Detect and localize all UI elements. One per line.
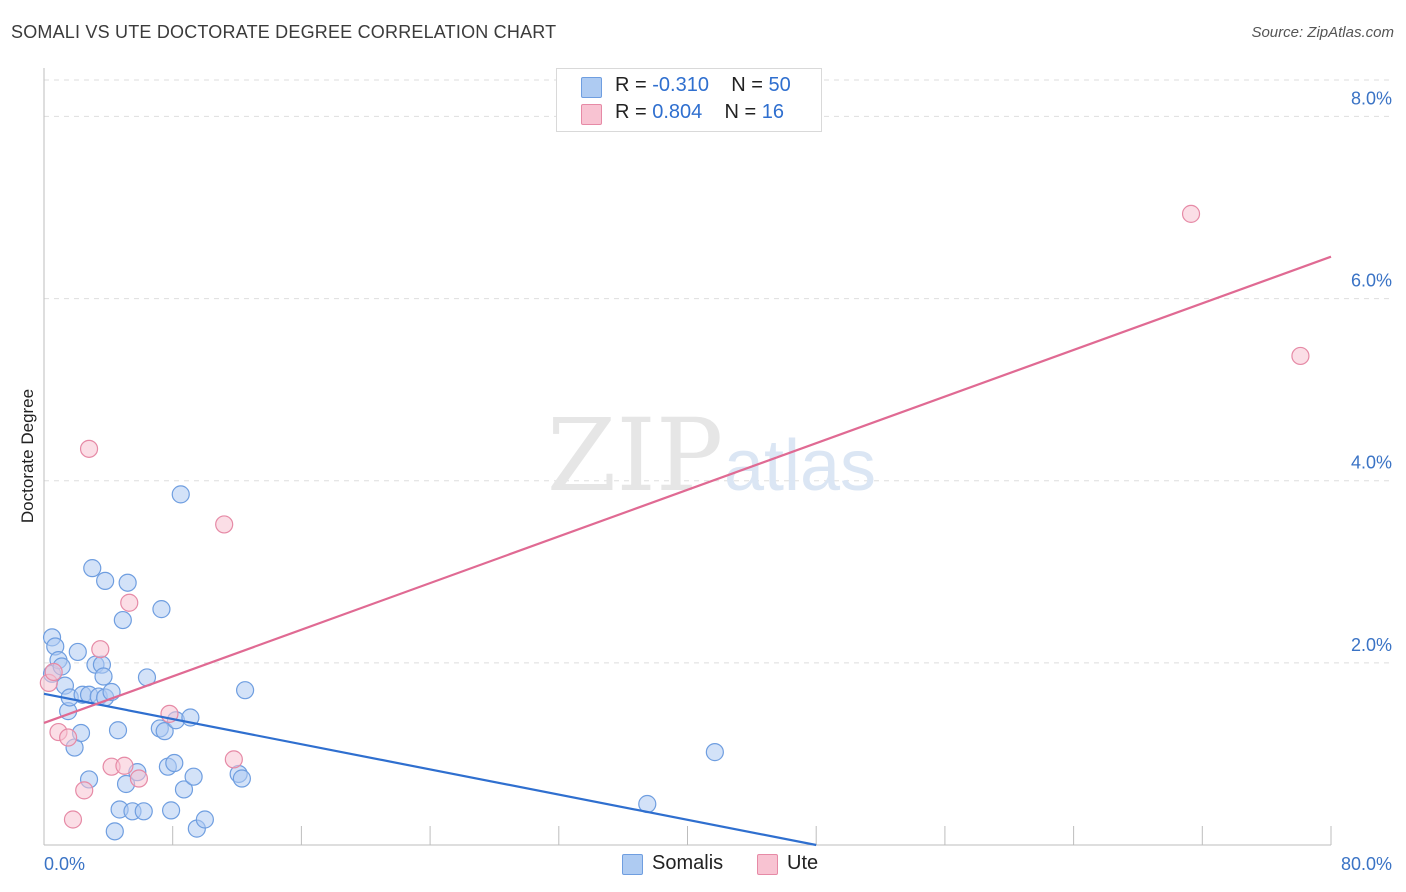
tick-labels: 2.0% 4.0% 6.0% 8.0% 0.0% 80.0% — [44, 88, 1392, 874]
axes — [43, 68, 1332, 846]
y-tick-label: 8.0% — [1351, 88, 1392, 108]
somalis-point — [171, 485, 190, 504]
legend-r-value: 0.804 — [652, 101, 703, 123]
ute-point — [44, 662, 63, 682]
legend-r-label: R = — [615, 74, 647, 96]
somalis-point — [94, 667, 113, 686]
somalis-point — [155, 722, 174, 741]
legend-r-value: -0.310 — [652, 74, 709, 96]
ute-point — [215, 515, 234, 534]
ute-point — [59, 728, 78, 747]
somalis-point — [232, 769, 251, 788]
ute-point — [63, 810, 83, 829]
x-tick-label: 0.0% — [44, 854, 85, 874]
somalis-point — [108, 721, 128, 740]
correlation-legend: R = -0.310 N = 50 R = 0.804 N = 16 — [556, 68, 822, 132]
y-tick-label: 2.0% — [1351, 635, 1392, 655]
legend-r-label: R = — [615, 101, 647, 123]
somalis-point — [161, 801, 181, 820]
ute-trend-line — [43, 255, 1332, 724]
somalis-point — [235, 681, 255, 700]
somalis-point — [152, 600, 171, 619]
y-tick-label: 4.0% — [1351, 453, 1392, 473]
ute-point — [79, 439, 99, 458]
somalis-point — [68, 642, 87, 662]
legend-swatch-somalis — [581, 77, 602, 98]
somalis-point — [96, 571, 115, 590]
ute-point — [224, 750, 243, 769]
legend-swatch-ute — [757, 854, 778, 875]
ute-point — [1181, 204, 1201, 223]
ute-point — [91, 640, 110, 659]
y-axis-label: Doctorate Degree — [18, 389, 37, 523]
watermark-atlas: atlas — [724, 426, 876, 506]
legend-n-label: N = — [731, 74, 763, 96]
ute-point — [1291, 346, 1310, 366]
legend-n-value: 16 — [761, 101, 785, 123]
ute-point — [129, 769, 149, 788]
ute-points — [39, 204, 1310, 829]
legend-label-somalis: Somalis — [652, 852, 724, 874]
somalis-point — [118, 573, 137, 592]
somalis-point — [105, 822, 124, 841]
somalis-point — [134, 802, 153, 821]
somalis-point — [165, 753, 184, 773]
x-tick-label: 80.0% — [1341, 854, 1392, 874]
y-tick-label: 6.0% — [1351, 271, 1392, 291]
somalis-points — [42, 485, 724, 841]
legend-swatch-somalis — [622, 854, 643, 875]
ute-point — [115, 756, 134, 775]
trend-lines — [43, 255, 1332, 847]
legend-swatch-ute — [581, 104, 602, 125]
somalis-point — [184, 767, 203, 786]
grid-lines — [44, 79, 1392, 664]
ute-point — [120, 593, 139, 612]
somalis-point — [83, 559, 102, 578]
legend-label-ute: Ute — [787, 852, 819, 874]
somalis-point — [195, 810, 214, 829]
ute-point — [75, 781, 94, 800]
somalis-trend-line — [43, 692, 817, 847]
legend-n-label: N = — [724, 101, 757, 123]
somalis-point — [113, 610, 132, 630]
legend-n-value: 50 — [768, 74, 791, 96]
somalis-point — [705, 743, 724, 762]
chart-title: SOMALI VS UTE DOCTORATE DEGREE CORRELATI… — [11, 22, 557, 42]
watermark-zip: ZIP — [547, 397, 723, 514]
source-note: Source: ZipAtlas.com — [1251, 24, 1394, 41]
somalis-point — [174, 780, 194, 799]
watermark: ZIP atlas — [547, 397, 876, 514]
